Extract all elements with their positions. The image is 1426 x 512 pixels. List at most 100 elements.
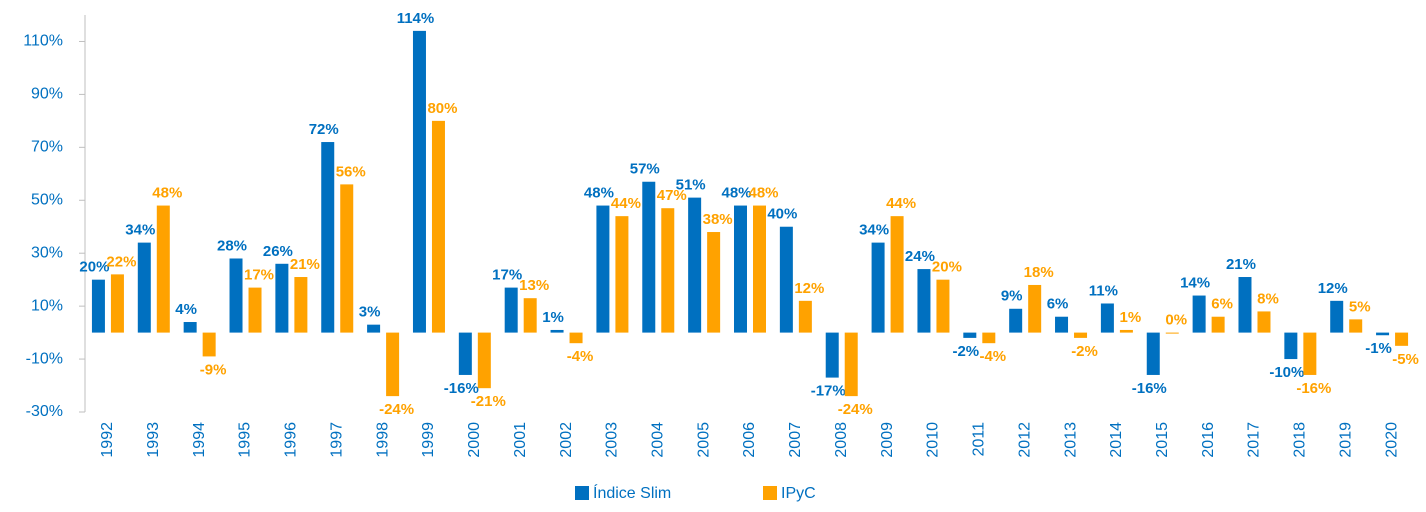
- bar: [156, 205, 170, 333]
- x-tick-label: 2014: [1108, 422, 1125, 458]
- value-label: 5%: [1349, 298, 1371, 315]
- bar: [275, 263, 289, 333]
- value-label: -9%: [200, 361, 227, 378]
- value-label: 28%: [217, 237, 247, 254]
- bar: [367, 324, 381, 333]
- bar: [137, 242, 151, 333]
- value-label: 44%: [886, 195, 916, 212]
- x-tick-label: 2017: [1246, 422, 1263, 458]
- value-label: 57%: [630, 161, 660, 178]
- bar: [917, 269, 931, 333]
- value-label: 12%: [1318, 280, 1348, 297]
- bar: [615, 216, 629, 333]
- value-label: 11%: [1089, 282, 1118, 299]
- value-label: -17%: [811, 383, 846, 400]
- x-tick-label: 2018: [1292, 422, 1309, 458]
- legend-swatch: [575, 486, 589, 500]
- x-tick-label: 1995: [237, 422, 254, 458]
- x-tick-label: 2007: [787, 422, 804, 458]
- x-tick-label: 2009: [879, 422, 896, 458]
- x-tick-label: 1992: [99, 422, 116, 458]
- value-label: 13%: [519, 277, 549, 294]
- value-label: -1%: [1365, 340, 1392, 357]
- bar: [1376, 332, 1390, 336]
- y-tick-label: 90%: [31, 86, 63, 103]
- value-label: 48%: [748, 185, 778, 202]
- x-tick-label: 1996: [283, 422, 300, 458]
- bar: [596, 205, 610, 333]
- x-tick-label: 1998: [374, 422, 391, 458]
- bar: [1257, 311, 1271, 333]
- y-tick-label: 50%: [31, 191, 63, 208]
- bar: [1074, 332, 1088, 338]
- bar: [890, 216, 904, 333]
- value-label: 1%: [1120, 309, 1142, 326]
- value-label: 48%: [584, 185, 614, 202]
- y-tick-label: -30%: [26, 403, 63, 420]
- bar: [1349, 319, 1363, 333]
- value-label: 17%: [244, 267, 274, 284]
- value-label: 48%: [152, 185, 182, 202]
- value-label: 0%: [1165, 312, 1187, 329]
- x-tick-label: 2013: [1062, 422, 1079, 458]
- x-tick-label: 1997: [328, 422, 345, 458]
- x-tick-label: 2011: [971, 422, 988, 457]
- x-tick-label: 2004: [649, 422, 666, 458]
- bar: [798, 300, 812, 333]
- value-label: 20%: [79, 259, 109, 276]
- x-tick-label: 2002: [558, 422, 575, 458]
- x-tick-label: 2012: [1016, 422, 1033, 458]
- bar: [1165, 332, 1179, 334]
- legend-label: Índice Slim: [593, 483, 671, 502]
- value-label: 1%: [542, 309, 564, 326]
- value-label: -16%: [1132, 380, 1167, 397]
- value-label: 14%: [1180, 275, 1210, 292]
- bar: [294, 277, 308, 333]
- bar: [844, 332, 858, 397]
- value-label: 26%: [263, 243, 293, 260]
- bar: [1238, 277, 1252, 333]
- value-label: 48%: [721, 185, 751, 202]
- bar: [982, 332, 996, 344]
- value-label: 20%: [932, 259, 962, 276]
- x-tick-label: 2005: [695, 422, 712, 458]
- bar: [661, 208, 675, 333]
- value-label: 22%: [106, 253, 136, 270]
- value-label: 4%: [175, 301, 197, 318]
- x-tick-label: 1999: [420, 422, 437, 458]
- bar: [569, 332, 583, 344]
- bar: [340, 184, 354, 333]
- x-tick-label: 2008: [833, 422, 850, 458]
- x-tick-label: 2010: [925, 422, 942, 458]
- bar: [550, 329, 564, 333]
- bar: [321, 142, 335, 333]
- bar: [248, 287, 262, 333]
- bar: [504, 287, 518, 333]
- y-tick-label: 10%: [31, 297, 63, 314]
- value-label: 56%: [336, 163, 366, 180]
- value-label: 12%: [794, 280, 824, 297]
- bar: [458, 332, 472, 375]
- value-label: -16%: [1296, 380, 1331, 397]
- value-label: -10%: [1269, 364, 1304, 381]
- bar: [1330, 300, 1344, 333]
- bar: [1211, 316, 1225, 333]
- bar: [1192, 295, 1206, 333]
- x-tick-label: 2015: [1154, 422, 1171, 458]
- bar: [229, 258, 243, 333]
- value-label: 38%: [703, 211, 733, 228]
- value-label: 34%: [125, 222, 155, 239]
- value-label: 17%: [492, 267, 522, 284]
- value-label: 51%: [676, 177, 706, 194]
- bar: [202, 332, 216, 357]
- y-tick-label: 110%: [23, 33, 63, 50]
- value-label: 40%: [767, 206, 797, 223]
- bar: [110, 274, 124, 333]
- value-label: 6%: [1211, 296, 1233, 313]
- value-label: 44%: [611, 195, 641, 212]
- legend-label: IPyC: [781, 485, 816, 502]
- x-tick-label: 1993: [145, 422, 162, 458]
- x-tick-label: 2001: [512, 422, 529, 458]
- value-label: 9%: [1001, 288, 1023, 305]
